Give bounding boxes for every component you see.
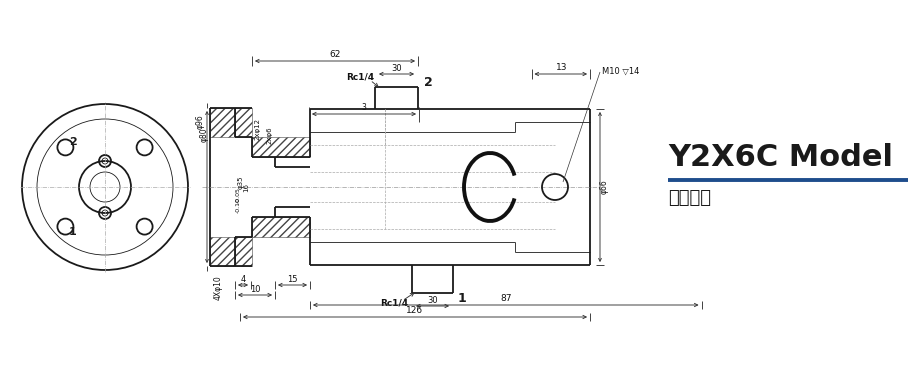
- Text: 62: 62: [330, 50, 341, 59]
- Bar: [235, 108, 252, 137]
- Text: 16: 16: [243, 182, 249, 192]
- Text: 1: 1: [458, 291, 466, 304]
- Text: Rc1/4: Rc1/4: [380, 299, 409, 307]
- Bar: [210, 237, 235, 266]
- Text: -0.05: -0.05: [236, 187, 241, 203]
- Text: 2: 2: [69, 137, 77, 147]
- Text: 4Xφ10: 4Xφ10: [214, 275, 222, 300]
- Text: 2xφ6: 2xφ6: [267, 126, 273, 144]
- Text: 30: 30: [427, 296, 438, 305]
- Text: Rc1/4: Rc1/4: [346, 73, 374, 81]
- Text: 4: 4: [241, 275, 246, 284]
- Text: 3: 3: [362, 103, 366, 112]
- Bar: [235, 237, 252, 266]
- Text: 10: 10: [250, 285, 260, 294]
- Text: Y2X6C Model: Y2X6C Model: [668, 144, 893, 173]
- Bar: [252, 217, 310, 237]
- Text: 30: 30: [391, 64, 402, 73]
- Text: 126: 126: [407, 306, 423, 315]
- Text: -0.10: -0.10: [236, 197, 241, 213]
- Text: 2: 2: [424, 76, 432, 89]
- Bar: [210, 108, 235, 137]
- Text: M10 ▽14: M10 ▽14: [602, 66, 639, 76]
- Bar: [252, 137, 310, 157]
- Text: φ80: φ80: [199, 128, 208, 142]
- Text: 15: 15: [287, 275, 297, 284]
- Text: φ96: φ96: [196, 115, 205, 129]
- Text: 法兰连接: 法兰连接: [668, 189, 711, 207]
- Text: 87: 87: [500, 294, 511, 303]
- Text: 1: 1: [69, 227, 77, 237]
- Text: φ66: φ66: [600, 180, 609, 195]
- Text: φ35: φ35: [238, 175, 244, 189]
- Text: 2xφ12: 2xφ12: [255, 118, 261, 140]
- Text: 13: 13: [555, 63, 567, 72]
